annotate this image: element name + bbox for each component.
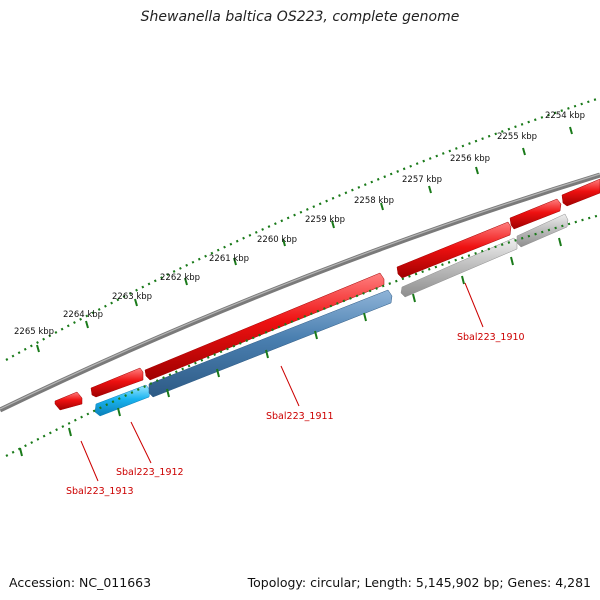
scale-label-2256: 2256 kbp <box>450 154 490 164</box>
scale-label-2262: 2262 kbp <box>160 273 200 283</box>
gene-arrow[interactable] <box>509 198 562 230</box>
map-title: Shewanella baltica OS223, complete genom… <box>140 9 460 25</box>
genome-backbone <box>0 172 600 413</box>
gene-label-sbal223-1910: Sbal223_1910 <box>457 332 525 343</box>
scale-label-2255: 2255 kbp <box>497 132 537 142</box>
gene-callouts <box>80 282 484 482</box>
scale-label-2254: 2254 kbp <box>545 111 585 121</box>
gene-sbal223-1912[interactable] <box>94 384 151 417</box>
scale-label-2260: 2260 kbp <box>257 235 297 245</box>
gene-label-sbal223-1913: Sbal223_1913 <box>66 486 134 497</box>
gene-arrow[interactable] <box>561 178 600 207</box>
scale-label-2264: 2264 kbp <box>63 310 103 320</box>
scale-label-2265: 2265 kbp <box>14 327 54 337</box>
scale-label-2258: 2258 kbp <box>354 196 394 206</box>
scale-label-2261: 2261 kbp <box>209 254 249 264</box>
gene-sbal223-1911[interactable] <box>148 289 393 398</box>
scale-label-2263: 2263 kbp <box>112 292 152 302</box>
gene-sbal223-1910[interactable] <box>400 237 518 298</box>
outer-scale-ring <box>5 96 600 361</box>
gene-arrow[interactable] <box>396 221 512 279</box>
gene-arrow[interactable] <box>144 272 385 381</box>
scale-label-2259: 2259 kbp <box>305 215 345 225</box>
scale-label-2257: 2257 kbp <box>402 175 442 185</box>
gene-arrow[interactable] <box>516 213 569 248</box>
gene-arrow[interactable] <box>54 391 83 411</box>
forward-genes <box>54 178 600 411</box>
gene-arrow[interactable] <box>90 367 144 398</box>
gene-label-sbal223-1911: Sbal223_1911 <box>266 411 334 422</box>
gene-label-sbal223-1912: Sbal223_1912 <box>116 467 184 478</box>
inner-scale-ring <box>5 213 600 457</box>
accession-text: Accession: NC_011663 <box>9 575 152 590</box>
reverse-genes <box>94 213 569 417</box>
genome-summary-text: Topology: circular; Length: 5,145,902 bp… <box>247 575 591 590</box>
